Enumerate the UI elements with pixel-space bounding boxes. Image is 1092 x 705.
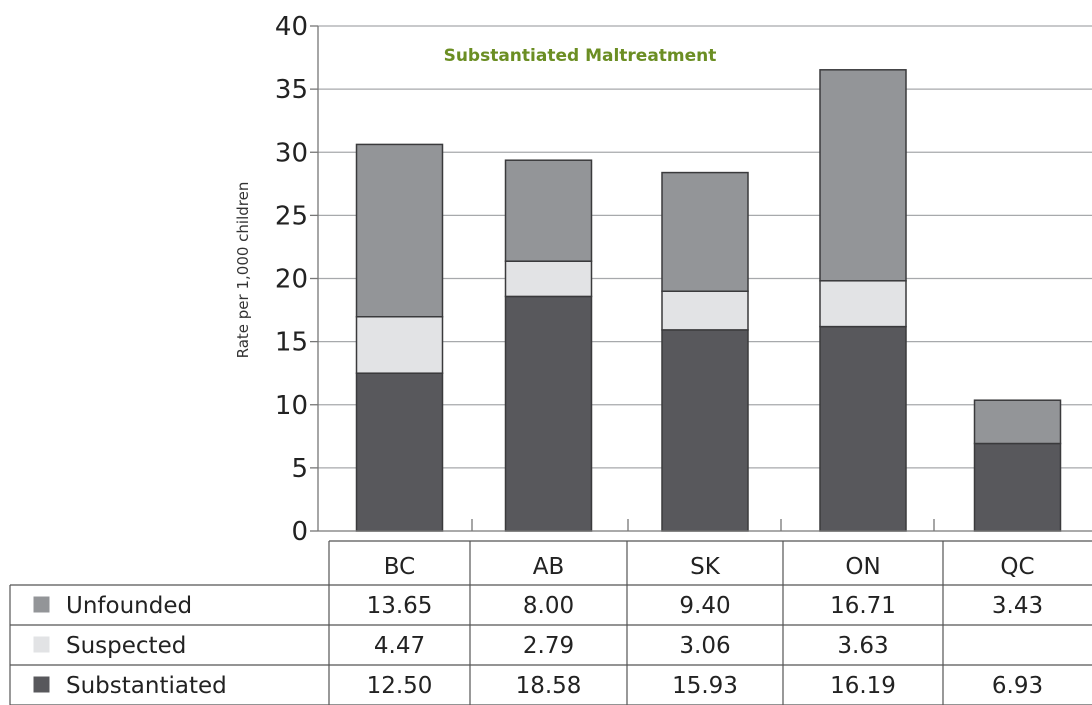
bar-unfounded-ab bbox=[504, 159, 593, 262]
bar-substantiated-qc bbox=[973, 442, 1062, 532]
y-tick-label: 30 bbox=[275, 138, 308, 168]
data-label-substantiated-on: 16.19 bbox=[830, 673, 896, 699]
bar-suspected-ab bbox=[504, 260, 593, 298]
data-label-suspected-bc: 4.47 bbox=[374, 633, 425, 659]
bar-unfounded-sk bbox=[661, 171, 749, 293]
data-label-suspected-sk: 3.06 bbox=[679, 633, 730, 659]
y-tick-label: 40 bbox=[275, 12, 308, 42]
y-tick-label: 35 bbox=[275, 75, 308, 105]
bar-suspected-on bbox=[819, 280, 907, 328]
legend-swatch-substantiated bbox=[33, 676, 50, 693]
category-label-qc: QC bbox=[1000, 554, 1034, 580]
bar-substantiated-ab bbox=[504, 295, 593, 532]
category-label-on: ON bbox=[845, 554, 880, 580]
data-label-unfounded-qc: 3.43 bbox=[992, 593, 1043, 619]
data-label-unfounded-ab: 8.00 bbox=[523, 593, 574, 619]
bar-substantiated-on bbox=[819, 325, 907, 532]
data-table: BC AB SK ON QC Unfounded 13.65 8.00 9.40 16.71 3.4… bbox=[9, 540, 1092, 705]
chart-title: Substantiated Maltreatment bbox=[444, 46, 717, 66]
y-tick-label: 20 bbox=[275, 265, 308, 295]
data-label-unfounded-on: 16.71 bbox=[830, 593, 896, 619]
data-label-substantiated-ab: 18.58 bbox=[516, 673, 582, 699]
y-axis-ticks: 0 5 10 15 20 25 30 35 40 bbox=[275, 12, 318, 547]
bar-substantiated-bc bbox=[355, 372, 444, 532]
data-label-unfounded-bc: 13.65 bbox=[367, 593, 433, 619]
bar-unfounded-on bbox=[819, 69, 907, 282]
bar-suspected-sk bbox=[661, 290, 749, 331]
bar-unfounded-qc bbox=[973, 399, 1062, 445]
y-tick-label: 15 bbox=[275, 328, 308, 358]
y-axis-label: Rate per 1,000 children bbox=[234, 182, 252, 359]
axes bbox=[317, 26, 1092, 532]
bars bbox=[355, 69, 1062, 532]
data-label-substantiated-sk: 15.93 bbox=[672, 673, 738, 699]
bar-suspected-bc bbox=[355, 316, 444, 374]
legend-label-unfounded: Unfounded bbox=[66, 593, 192, 619]
category-label-sk: SK bbox=[690, 554, 721, 580]
category-label-ab: AB bbox=[533, 554, 565, 580]
y-tick-label: 0 bbox=[291, 517, 308, 547]
legend-swatch-suspected bbox=[33, 636, 50, 653]
data-label-substantiated-bc: 12.50 bbox=[367, 673, 433, 699]
category-label-bc: BC bbox=[384, 554, 415, 580]
legend-label-suspected: Suspected bbox=[66, 633, 186, 659]
bar-unfounded-bc bbox=[355, 143, 444, 318]
y-tick-label: 10 bbox=[275, 391, 308, 421]
data-label-unfounded-sk: 9.40 bbox=[679, 593, 730, 619]
data-label-substantiated-qc: 6.93 bbox=[992, 673, 1043, 699]
legend-label-substantiated: Substantiated bbox=[66, 673, 227, 699]
y-tick-label: 5 bbox=[291, 454, 308, 484]
data-label-suspected-on: 3.63 bbox=[837, 633, 888, 659]
legend-swatch-unfounded bbox=[33, 596, 50, 613]
bar-substantiated-sk bbox=[661, 329, 749, 532]
y-tick-label: 25 bbox=[275, 201, 308, 231]
data-label-suspected-ab: 2.79 bbox=[523, 633, 574, 659]
